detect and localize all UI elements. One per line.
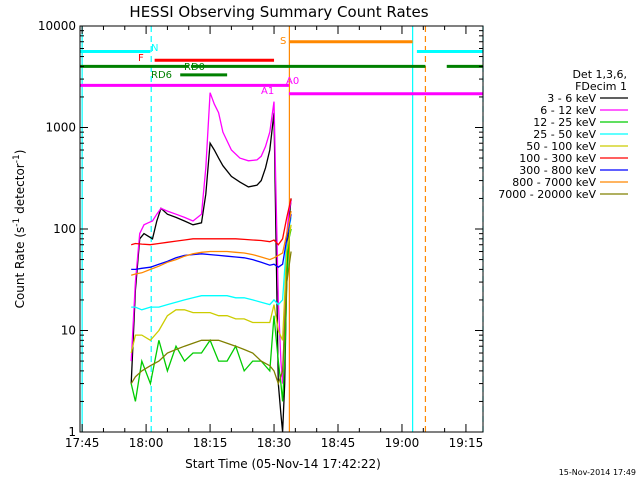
series-line-8 xyxy=(130,251,292,386)
y-axis-label-sup1: -1 xyxy=(12,218,22,227)
x-tick-label-4: 18:45 xyxy=(321,436,356,450)
flag-label-f: F xyxy=(138,53,144,64)
legend-label-6: 300 - 800 keV xyxy=(519,164,596,177)
chart-title: HESSI Observing Summary Count Rates xyxy=(129,3,428,21)
legend-label-3: 25 - 50 keV xyxy=(533,128,596,141)
plot-area: S NF RD0 RD6 A0 A1 17:45 18:00 18:15 18:30 18:45 19… xyxy=(38,19,484,450)
x-tick-label-0: 17:45 xyxy=(65,436,100,450)
legend-header-0: Det 1,3,6, xyxy=(572,68,627,81)
y-tick-label-2: 100 xyxy=(53,222,76,236)
series-line-4 xyxy=(130,224,292,354)
x-axis-label: Start Time (05-Nov-14 17:42:22) xyxy=(185,457,381,471)
x-tick-label-6: 19:15 xyxy=(449,436,484,450)
y-axis-label: Count Rate (s-1 detector-1) xyxy=(12,150,27,309)
flag-label-a1: A1 xyxy=(261,86,274,97)
y-tick-label-4: 10000 xyxy=(38,19,76,33)
series-line-1 xyxy=(130,92,292,384)
series-line-0 xyxy=(130,112,292,433)
y-tick-label-0: 1 xyxy=(68,425,76,439)
series-line-2 xyxy=(130,228,292,402)
series-line-5 xyxy=(131,198,292,246)
y-axis-label-main: Count Rate (s xyxy=(13,227,27,309)
legend-label-2: 12 - 25 keV xyxy=(533,116,596,129)
legend-label-8: 7000 - 20000 keV xyxy=(498,188,596,201)
series-line-6 xyxy=(131,214,292,271)
y-axis-label-end: ) xyxy=(13,150,27,155)
legend-label-7: 800 - 7000 keV xyxy=(512,176,596,189)
x-tick-label-5: 19:00 xyxy=(385,436,420,450)
y-axis-label-sup2: -1 xyxy=(12,154,22,163)
y-axis-label-mid: detector xyxy=(13,163,27,218)
flag-label-rd6: RD6 xyxy=(151,70,172,81)
series-line-7 xyxy=(131,210,292,276)
legend-label-1: 6 - 12 keV xyxy=(540,104,596,117)
y-tick-label-1: 10 xyxy=(61,324,76,338)
series-line-3 xyxy=(131,217,292,311)
flag-label-rd0: RD0 xyxy=(184,62,205,73)
x-tick-label-3: 18:30 xyxy=(257,436,292,450)
flag-label-s: S xyxy=(280,36,286,47)
x-tick-label-1: 18:00 xyxy=(129,436,164,450)
legend-label-4: 50 - 100 keV xyxy=(526,140,596,153)
flag-label-n: N xyxy=(151,43,158,54)
footer-timestamp: 15-Nov-2014 17:49 xyxy=(559,468,636,477)
legend-header-1: FDecim 1 xyxy=(575,80,627,93)
y-tick-label-3: 1000 xyxy=(45,121,76,135)
flag-label-a0: A0 xyxy=(286,76,299,87)
legend-label-5: 100 - 300 keV xyxy=(519,152,596,165)
legend-label-0: 3 - 6 keV xyxy=(547,92,596,105)
x-tick-label-2: 18:15 xyxy=(193,436,228,450)
